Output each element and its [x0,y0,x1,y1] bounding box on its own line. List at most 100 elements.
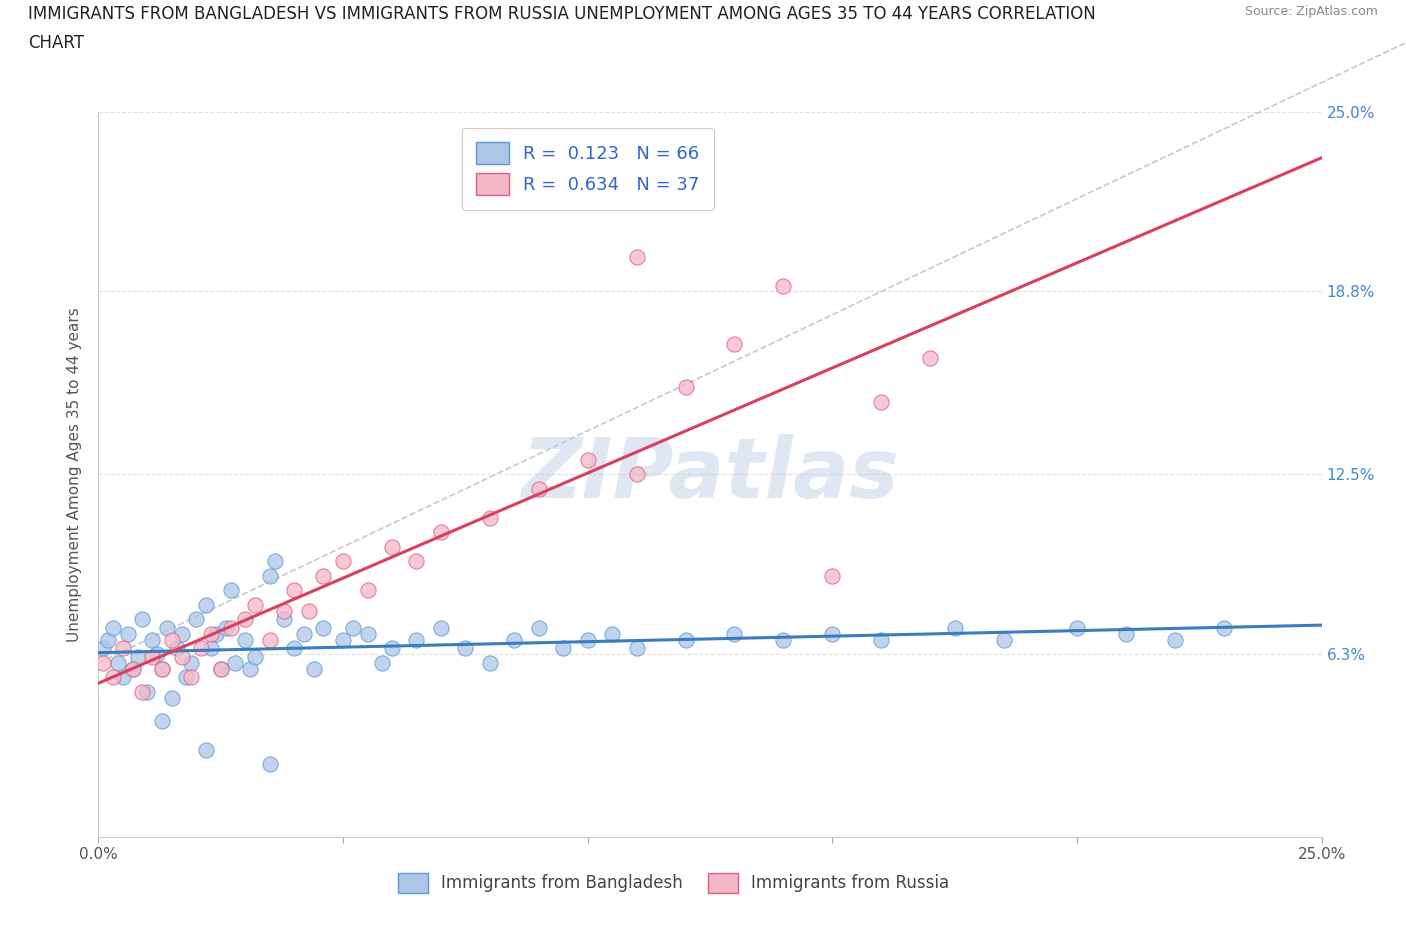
Point [675,379,697,394]
Point [259,632,281,647]
Point [332,632,354,647]
Point [943,620,966,635]
Point [626,641,648,656]
Point [332,554,354,569]
Point [243,650,266,665]
Point [219,620,242,635]
Point [356,583,378,598]
Point [283,641,305,656]
Point [219,583,242,598]
Point [302,661,325,676]
Text: Source: ZipAtlas.com: Source: ZipAtlas.com [1244,5,1378,18]
Point [233,612,256,627]
Point [101,620,124,635]
Point [273,604,295,618]
Point [91,656,114,671]
Point [200,627,222,642]
Point [91,641,114,656]
Point [870,394,893,409]
Point [273,612,295,627]
Point [626,467,648,482]
Point [170,650,193,665]
Point [381,539,404,554]
Point [200,641,222,656]
Point [283,583,305,598]
Point [195,742,218,757]
Point [576,632,599,647]
Point [141,632,163,647]
Point [1115,627,1137,642]
Point [993,632,1015,647]
Point [243,597,266,612]
Point [312,620,335,635]
Point [170,627,193,642]
Point [1066,620,1088,635]
Point [920,351,942,365]
Point [111,670,134,684]
Point [772,278,794,293]
Point [626,249,648,264]
Point [127,650,149,665]
Y-axis label: Unemployment Among Ages 35 to 44 years: Unemployment Among Ages 35 to 44 years [67,307,83,642]
Point [527,482,550,497]
Point [821,568,844,583]
Point [224,656,246,671]
Point [160,632,183,647]
Point [478,511,501,525]
Text: IMMIGRANTS FROM BANGLADESH VS IMMIGRANTS FROM RUSSIA UNEMPLOYMENT AMONG AGES 35 : IMMIGRANTS FROM BANGLADESH VS IMMIGRANTS… [28,5,1095,22]
Point [131,684,153,699]
Point [233,632,256,647]
Point [111,641,134,656]
Point [1212,620,1234,635]
Text: ZIPatlas: ZIPatlas [522,433,898,515]
Point [146,646,169,661]
Point [600,627,623,642]
Point [723,337,745,352]
Point [430,525,453,539]
Point [342,620,364,635]
Point [405,554,427,569]
Point [478,656,501,671]
Point [263,554,285,569]
Point [195,597,218,612]
Point [141,650,163,665]
Point [186,612,208,627]
Point [292,627,315,642]
Point [356,627,378,642]
Point [156,620,179,635]
Point [209,661,232,676]
Point [176,670,198,684]
Point [298,604,321,618]
Point [381,641,404,656]
Point [190,641,212,656]
Text: CHART: CHART [28,34,84,52]
Point [166,641,188,656]
Point [675,632,697,647]
Point [121,661,143,676]
Point [107,656,129,671]
Point [772,632,794,647]
Point [97,632,120,647]
Point [117,627,139,642]
Point [101,670,124,684]
Legend: Immigrants from Bangladesh, Immigrants from Russia: Immigrants from Bangladesh, Immigrants f… [389,864,957,901]
Point [821,627,844,642]
Point [723,627,745,642]
Point [160,690,183,705]
Point [576,452,599,467]
Point [136,684,159,699]
Point [131,612,153,627]
Point [205,627,228,642]
Point [454,641,477,656]
Point [430,620,453,635]
Point [180,656,202,671]
Point [150,661,173,676]
Point [371,656,394,671]
Point [870,632,893,647]
Point [180,670,202,684]
Point [150,713,173,728]
Point [553,641,575,656]
Point [405,632,427,647]
Point [503,632,526,647]
Point [527,620,550,635]
